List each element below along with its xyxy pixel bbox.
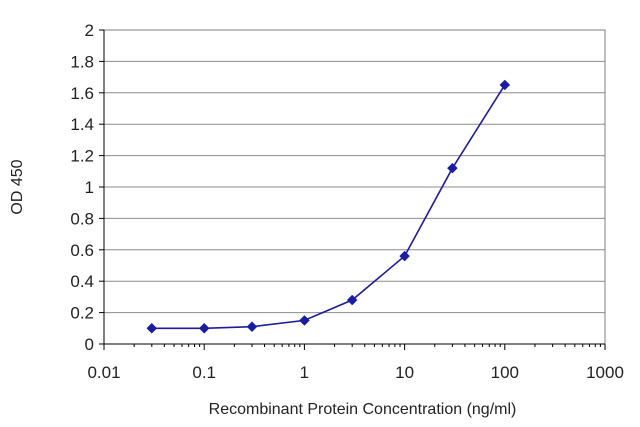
data-point-6: [447, 163, 457, 173]
x-tick-label-4: 100: [491, 363, 519, 382]
y-tick-label-9: 1.8: [70, 52, 94, 71]
series-line-0: [152, 85, 505, 328]
y-tick-label-5: 1: [85, 178, 94, 197]
y-tick-labels: 0 0.2 0.4 0.6 0.8 1 1.2 1.4 1.6 1.8 2: [70, 21, 104, 354]
y-tick-label-1: 0.2: [70, 304, 94, 323]
x-tick-labels: 0.01 0.1 1 10 100 1000: [87, 344, 623, 382]
data-point-3: [299, 315, 309, 325]
y-tick-label-10: 2: [85, 21, 94, 40]
x-tick-label-2: 1: [300, 363, 309, 382]
y-tick-label-3: 0.6: [70, 241, 94, 260]
x-tick-label-5: 1000: [586, 363, 624, 382]
x-tick-label-3: 10: [395, 363, 414, 382]
y-tick-label-0: 0: [85, 335, 94, 354]
y-axis-title: OD 450: [9, 159, 26, 214]
series: [147, 80, 510, 333]
data-point-7: [500, 80, 510, 90]
data-point-0: [147, 323, 157, 333]
y-tick-label-4: 0.8: [70, 209, 94, 228]
gridlines: [104, 30, 605, 313]
y-tick-label-7: 1.4: [70, 115, 94, 134]
x-tick-label-1: 0.1: [192, 363, 216, 382]
y-tick-label-8: 1.6: [70, 84, 94, 103]
data-point-2: [247, 322, 257, 332]
y-tick-label-2: 0.4: [70, 272, 94, 291]
x-axis-title: Recombinant Protein Concentration (ng/ml…: [209, 401, 517, 418]
data-point-1: [199, 323, 209, 333]
y-tick-label-6: 1.2: [70, 147, 94, 166]
x-tick-label-0: 0.01: [87, 363, 120, 382]
